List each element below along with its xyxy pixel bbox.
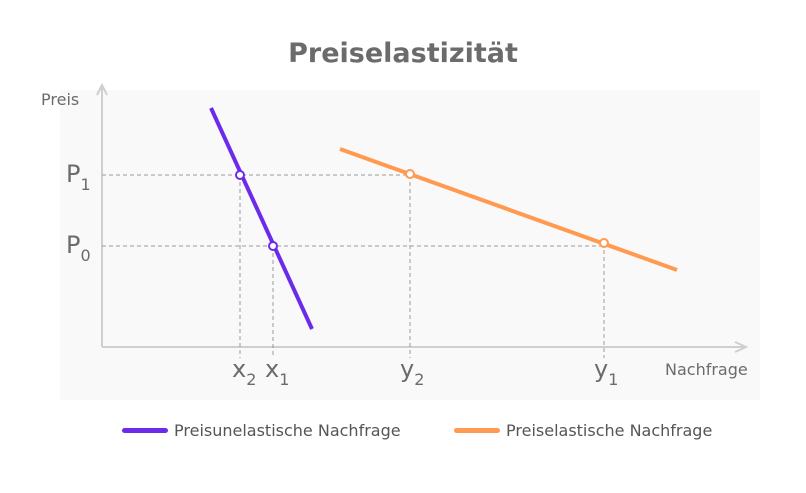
point-y2-p1 [405, 169, 415, 179]
x-axis-arrow [734, 341, 749, 353]
point-x2-p1 [235, 170, 245, 180]
y-axis-arrow [96, 82, 108, 96]
y-axis-label: Preis [41, 90, 79, 109]
quantity-label-y1-main: y [594, 355, 608, 383]
quantity-label-x2-main: x [232, 355, 246, 383]
legend-swatch-elastic [454, 428, 500, 433]
point-y1-p0 [599, 238, 609, 248]
price-label-p0: P0 [66, 231, 91, 265]
price-label-p1-main: P [66, 160, 80, 188]
legend-swatch-inelastic [122, 428, 168, 433]
legend: Preisunelastische Nachfrage Preiselastis… [0, 421, 806, 445]
quantity-label-x2-sub: 2 [246, 370, 256, 389]
quantity-label-y1-sub: 1 [608, 370, 618, 389]
elastic-demand-line [339, 147, 678, 272]
legend-item-inelastic: Preisunelastische Nachfrage [122, 421, 401, 440]
inelastic-demand-line [209, 107, 314, 330]
price-label-p0-sub: 0 [80, 246, 90, 265]
quantity-label-y1: y1 [594, 355, 618, 389]
legend-label-inelastic: Preisunelastische Nachfrage [174, 421, 401, 440]
price-label-p0-main: P [66, 231, 80, 259]
point-x1-p0 [268, 241, 278, 251]
quantity-label-y2-sub: 2 [414, 370, 424, 389]
legend-item-elastic: Preiselastische Nachfrage [454, 421, 712, 440]
legend-label-elastic: Preiselastische Nachfrage [506, 421, 713, 440]
quantity-label-x1: x1 [265, 355, 289, 389]
quantity-label-x2: x2 [232, 355, 256, 389]
quantity-label-y2: y2 [400, 355, 424, 389]
diagram-title: Preiselastizität [288, 38, 518, 69]
price-label-p1: P1 [66, 160, 91, 194]
price-label-p1-sub: 1 [80, 175, 90, 194]
quantity-label-x1-main: x [265, 355, 279, 383]
quantity-label-y2-main: y [400, 355, 414, 383]
quantity-label-x1-sub: 1 [279, 370, 289, 389]
x-axis-label: Nachfrage [665, 360, 748, 379]
